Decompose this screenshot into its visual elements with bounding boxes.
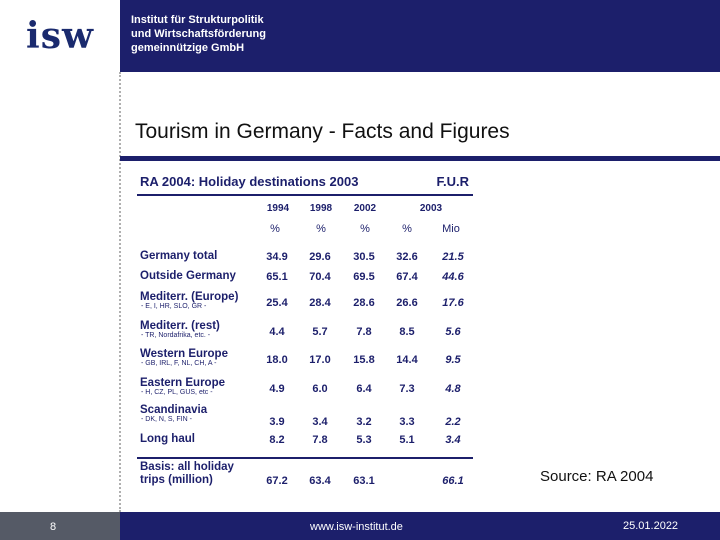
table-cell: 3.2 xyxy=(356,416,372,428)
table-cell: 32.6 xyxy=(396,251,418,263)
table-cell: 21.5 xyxy=(442,251,464,263)
table-cell: 70.4 xyxy=(309,271,331,283)
table-cell: 67.4 xyxy=(396,271,418,283)
table-cell: 6.4 xyxy=(356,383,372,395)
basis-label: Basis: all holiday trips (million) xyxy=(140,461,234,487)
unit-percent: % xyxy=(316,223,326,235)
destinations-table: RA 2004: Holiday destinations 2003 F.U.R… xyxy=(133,168,473,493)
table-cell: 66.1 xyxy=(442,475,464,487)
table-row: Eastern Europe - H, CZ, PL, GUS, etc - 4… xyxy=(133,377,473,403)
table-row: Mediterr. (Europe) - E, I, HR, SLO, GR -… xyxy=(133,291,473,317)
table-cell: 4.9 xyxy=(269,383,285,395)
row-label: Germany total xyxy=(140,250,218,262)
row-sublabel: - TR, Nordafrika, etc. - xyxy=(141,332,211,339)
row-label: Mediterr. (rest) xyxy=(140,320,220,332)
table-cell: 14.4 xyxy=(396,354,418,366)
table-cell: 34.9 xyxy=(266,251,288,263)
table-cell: 28.6 xyxy=(353,297,375,309)
table-row: Long haul 8.2 7.8 5.3 5.1 3.4 xyxy=(133,433,473,459)
row-sublabel: - E, I, HR, SLO, GR - xyxy=(141,303,207,310)
table-cell: 5.6 xyxy=(445,326,461,338)
table-publisher: F.U.R xyxy=(436,174,470,189)
table-cell: 63.4 xyxy=(309,475,331,487)
basis-label-line-1: Basis: all holiday xyxy=(140,461,234,473)
table-cell: 63.1 xyxy=(353,475,375,487)
vertical-divider xyxy=(119,72,121,512)
table-cell: 17.0 xyxy=(309,354,331,366)
column-header-1994: 1994 xyxy=(266,203,290,214)
table-cell: 3.3 xyxy=(399,416,415,428)
table-cell: 69.5 xyxy=(353,271,375,283)
table-cell: 4.8 xyxy=(445,383,461,395)
table-cell: 3.9 xyxy=(269,416,285,428)
table-cell: 17.6 xyxy=(442,297,464,309)
table-cell: 44.6 xyxy=(442,271,464,283)
table-row: Western Europe - GB, IRL, F, NL, CH, A -… xyxy=(133,348,473,374)
organization-name: Institut für Strukturpolitik und Wirtsch… xyxy=(131,14,266,54)
table-cell: 25.4 xyxy=(266,297,288,309)
table-cell: 8.5 xyxy=(399,326,415,338)
column-header-2002: 2002 xyxy=(353,203,377,214)
table-cell: 15.8 xyxy=(353,354,375,366)
footer-date: 25.01.2022 xyxy=(623,520,679,532)
table-row: Mediterr. (rest) - TR, Nordafrika, etc. … xyxy=(133,320,473,346)
table-cell: 9.5 xyxy=(445,354,461,366)
table-cell: 5.1 xyxy=(399,434,415,446)
table-cell: 3.4 xyxy=(312,416,328,428)
row-sublabel: - GB, IRL, F, NL, CH, A - xyxy=(141,360,217,367)
unit-percent: % xyxy=(270,223,280,235)
row-label: Mediterr. (Europe) xyxy=(140,291,239,303)
table-cell: 26.6 xyxy=(396,297,418,309)
table-cell: 28.4 xyxy=(309,297,331,309)
table-cell: 3.4 xyxy=(445,434,461,446)
table-cell: 5.3 xyxy=(356,434,372,446)
table-title: RA 2004: Holiday destinations 2003 xyxy=(140,174,359,189)
page-number: 8 xyxy=(50,521,57,533)
table-cell: 18.0 xyxy=(266,354,288,366)
row-label: Outside Germany xyxy=(140,270,236,282)
column-header-1998: 1998 xyxy=(309,203,333,214)
slide-title: Tourism in Germany - Facts and Figures xyxy=(135,120,510,143)
table-cell: 6.0 xyxy=(312,383,328,395)
table-cell: 7.3 xyxy=(399,383,415,395)
table-cell: 8.2 xyxy=(269,434,285,446)
footer-page-box xyxy=(0,512,120,540)
table-cell: 30.5 xyxy=(353,251,375,263)
title-rule xyxy=(120,156,720,161)
row-label: Western Europe xyxy=(140,348,228,360)
row-sublabel: - H, CZ, PL, GUS, etc - xyxy=(141,389,213,396)
logo-text: isw xyxy=(26,15,94,57)
table-row: Outside Germany 65.1 70.4 69.5 67.4 44.6 xyxy=(133,270,473,296)
table-bottom-rule xyxy=(137,457,473,459)
logo: isw xyxy=(0,0,120,72)
footer-bar xyxy=(0,512,720,540)
row-label: Scandinavia xyxy=(140,404,208,416)
footer-url[interactable]: www.isw-institut.de xyxy=(310,521,403,533)
row-sublabel: - DK, N, S, FIN - xyxy=(141,416,192,423)
row-label: Eastern Europe xyxy=(140,377,225,389)
source-note: Source: RA 2004 xyxy=(540,468,654,485)
table-cell: 4.4 xyxy=(269,326,285,338)
table-cell: 65.1 xyxy=(266,271,288,283)
table-cell: 29.6 xyxy=(309,251,331,263)
header-bar xyxy=(120,0,720,72)
table-row: Germany total 34.9 29.6 30.5 32.6 21.5 xyxy=(133,250,473,276)
table-cell: 7.8 xyxy=(356,326,372,338)
unit-percent: % xyxy=(402,223,412,235)
table-cell: 2.2 xyxy=(445,416,461,428)
table-cell: 7.8 xyxy=(312,434,328,446)
table-top-rule xyxy=(137,194,473,196)
basis-label-line-2: trips (million) xyxy=(140,474,213,486)
unit-mio: Mio xyxy=(442,223,460,235)
row-label: Long haul xyxy=(140,433,195,445)
table-cell: 67.2 xyxy=(266,475,288,487)
table-cell: 5.7 xyxy=(312,326,328,338)
column-header-2003: 2003 xyxy=(419,203,443,214)
unit-percent: % xyxy=(360,223,370,235)
basis-row: 67.2 63.4 63.1 66.1 xyxy=(133,474,473,500)
table-row: Scandinavia - DK, N, S, FIN - 3.9 3.4 3.… xyxy=(133,404,473,430)
